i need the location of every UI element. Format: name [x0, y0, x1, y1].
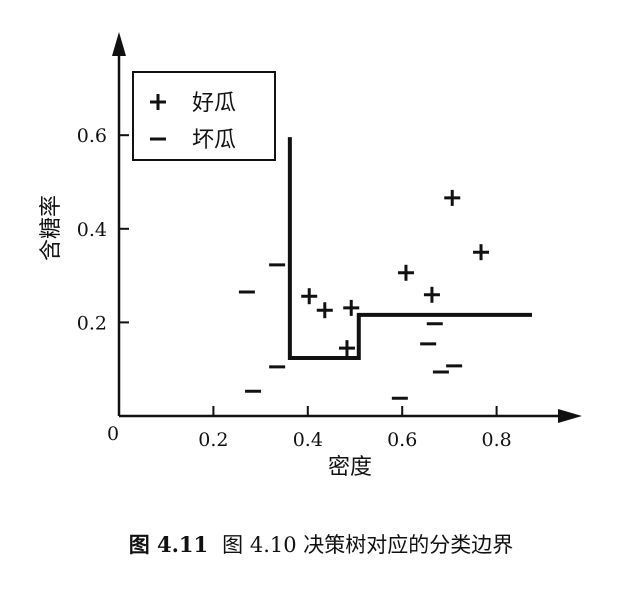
x-axis-label: 密度 [328, 455, 372, 480]
x-axis-arrow [558, 409, 582, 423]
axes [112, 32, 582, 423]
legend: 好瓜 坏瓜 [132, 71, 276, 161]
x-tick-label: 0.8 [481, 429, 511, 451]
y-tick-label: 0.6 [77, 125, 107, 147]
good-melon-point [338, 340, 355, 357]
good-melon-point [473, 244, 490, 261]
good-melon-point [444, 189, 461, 206]
good-melon-point [423, 286, 440, 303]
good-melon-point [343, 299, 360, 316]
y-axis-arrow [112, 32, 126, 56]
x-tick-label: 0.4 [293, 429, 323, 451]
figure-number: 图 4.11 [129, 532, 208, 557]
legend-label-good: 好瓜 [192, 91, 236, 116]
y-tick-label: 0.4 [77, 219, 107, 241]
legend-plus-icon [150, 94, 166, 110]
legend-box [132, 71, 276, 161]
decision-boundary [287, 137, 532, 360]
origin-label: 0 [107, 423, 119, 445]
good-melon-point [301, 288, 318, 305]
figure-caption-text: 图 4.10 决策树对应的分类边界 [222, 533, 513, 557]
good-melon-point [397, 264, 414, 281]
y-axis-label: 含糖率 [39, 195, 64, 261]
x-tick-label: 0.6 [387, 429, 417, 451]
legend-label-bad: 坏瓜 [192, 128, 236, 153]
y-tick-label: 0.2 [77, 312, 107, 334]
figure-caption: 图 4.11 图 4.10 决策树对应的分类边界 [129, 532, 514, 557]
good-melon-point [316, 302, 333, 319]
x-tick-label: 0.2 [198, 429, 228, 451]
